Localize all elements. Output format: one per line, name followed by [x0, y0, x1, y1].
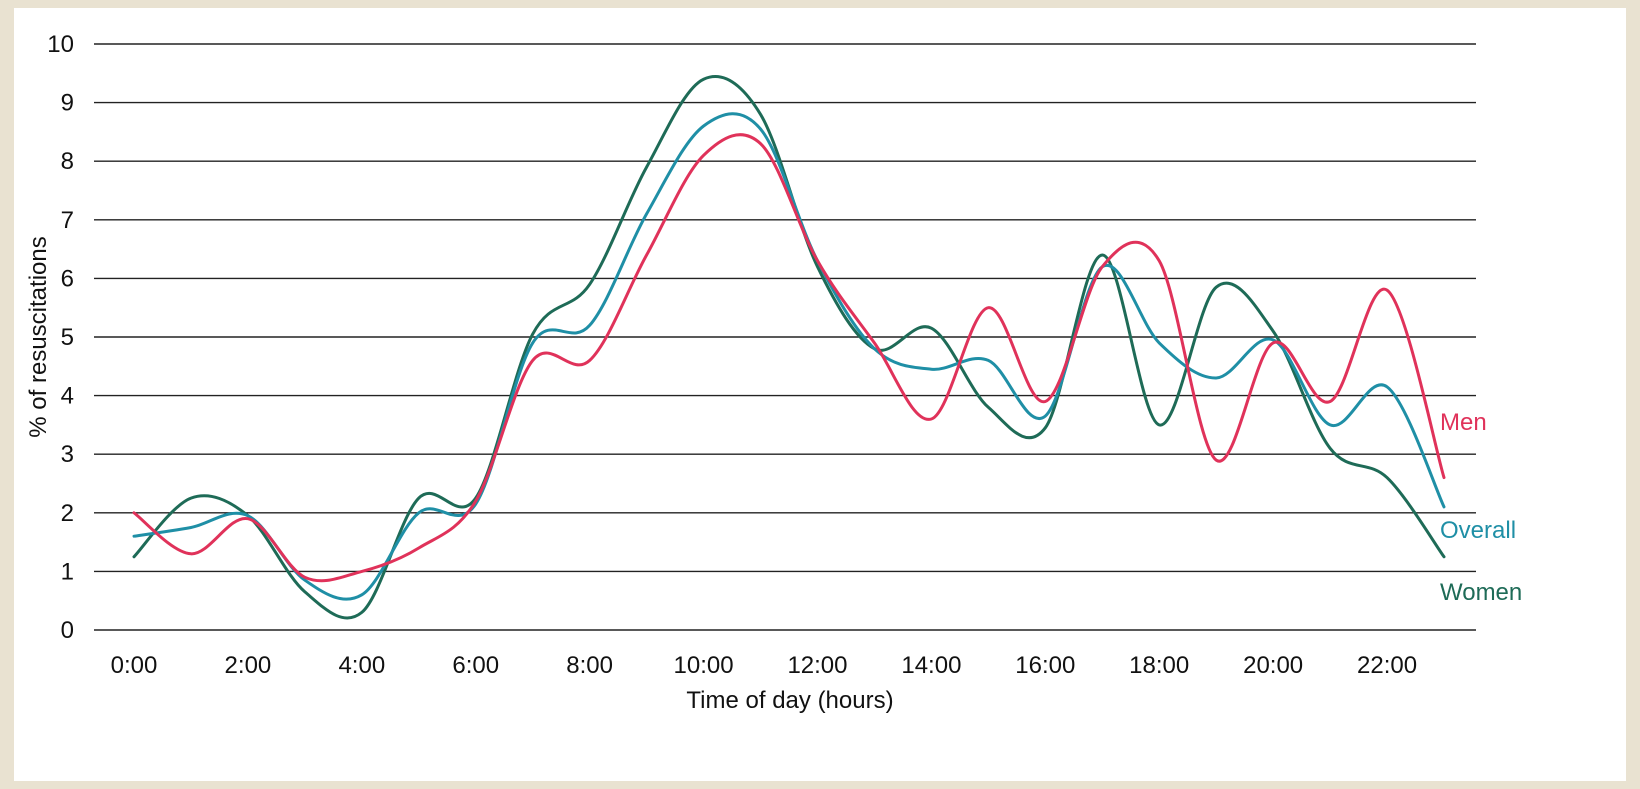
x-axis-title: Time of day (hours) — [686, 687, 893, 714]
x-tick-label: 22:00 — [1357, 652, 1417, 679]
y-tick-label: 9 — [61, 90, 74, 117]
y-tick-label: 6 — [61, 265, 74, 292]
x-tick-label: 12:00 — [787, 652, 847, 679]
x-tick-label: 14:00 — [901, 652, 961, 679]
series-label-overall: Overall — [1440, 517, 1516, 544]
y-tick-label: 10 — [47, 31, 74, 58]
x-tick-label: 2:00 — [225, 652, 272, 679]
y-tick-label: 7 — [61, 207, 74, 234]
y-tick-label: 3 — [61, 441, 74, 468]
x-tick-label: 16:00 — [1015, 652, 1075, 679]
y-tick-label: 4 — [61, 383, 74, 410]
series-line-men — [134, 135, 1444, 581]
y-tick-label: 2 — [61, 500, 74, 527]
y-tick-label: 8 — [61, 148, 74, 175]
y-tick-label: 1 — [61, 558, 74, 585]
gridlines — [94, 44, 1476, 630]
series-line-women — [134, 76, 1444, 618]
series-lines — [134, 76, 1444, 618]
x-tick-label: 4:00 — [338, 652, 385, 679]
chart-frame: 0 1 2 3 4 5 6 7 8 9 10 0:00 2:00 4:00 6:00 8:00 10:00 12… — [14, 8, 1626, 781]
series-label-women: Women — [1440, 579, 1522, 606]
x-tick-label: 18:00 — [1129, 652, 1189, 679]
y-tick-label: 5 — [61, 324, 74, 351]
x-tick-labels: 0:00 2:00 4:00 6:00 8:00 10:00 12:00 14:00 16:00… — [111, 652, 1417, 679]
y-axis-title: % of resuscitations — [25, 236, 52, 437]
series-label-men: Men — [1440, 409, 1487, 436]
x-tick-label: 10:00 — [674, 652, 734, 679]
x-tick-label: 0:00 — [111, 652, 158, 679]
line-chart: 0 1 2 3 4 5 6 7 8 9 10 0:00 2:00 4:00 6:00 8:00 10:00 12… — [14, 8, 1626, 781]
x-tick-label: 20:00 — [1243, 652, 1303, 679]
x-tick-label: 6:00 — [452, 652, 499, 679]
y-tick-label: 0 — [61, 617, 74, 644]
series-labels: Men Overall Women — [1440, 409, 1522, 606]
x-tick-label: 8:00 — [566, 652, 613, 679]
series-line-overall — [134, 114, 1444, 599]
